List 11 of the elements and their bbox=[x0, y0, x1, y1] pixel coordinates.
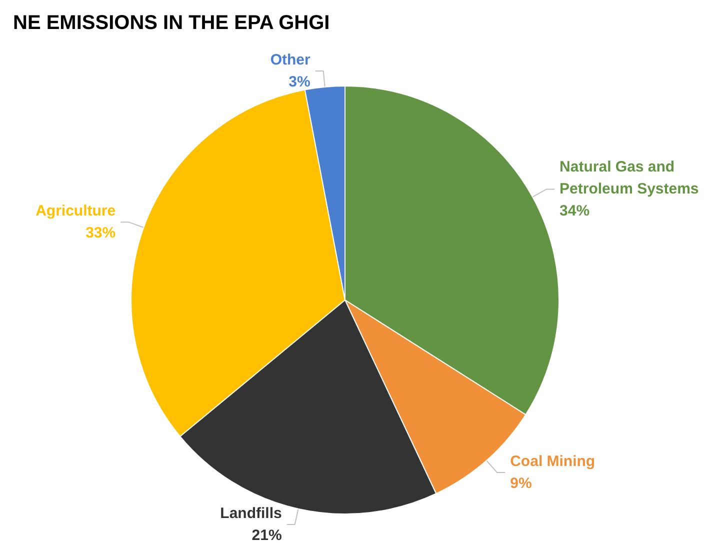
slice-label: Coal Mining bbox=[510, 453, 596, 470]
slice-label: Natural Gas and Petroleum Systems bbox=[560, 158, 699, 198]
data-label: 34% bbox=[560, 202, 590, 220]
slice-label: Landfills bbox=[220, 504, 282, 522]
slice-label: Agriculture bbox=[36, 202, 116, 220]
data-label: 21% bbox=[252, 526, 282, 544]
data-label: 3% bbox=[288, 74, 310, 91]
chart-title: NE EMISSIONS IN THE EPA GHGI bbox=[13, 12, 330, 34]
data-label: 9% bbox=[510, 475, 532, 492]
slice-label: Other bbox=[270, 52, 311, 69]
data-label: 33% bbox=[86, 224, 116, 242]
